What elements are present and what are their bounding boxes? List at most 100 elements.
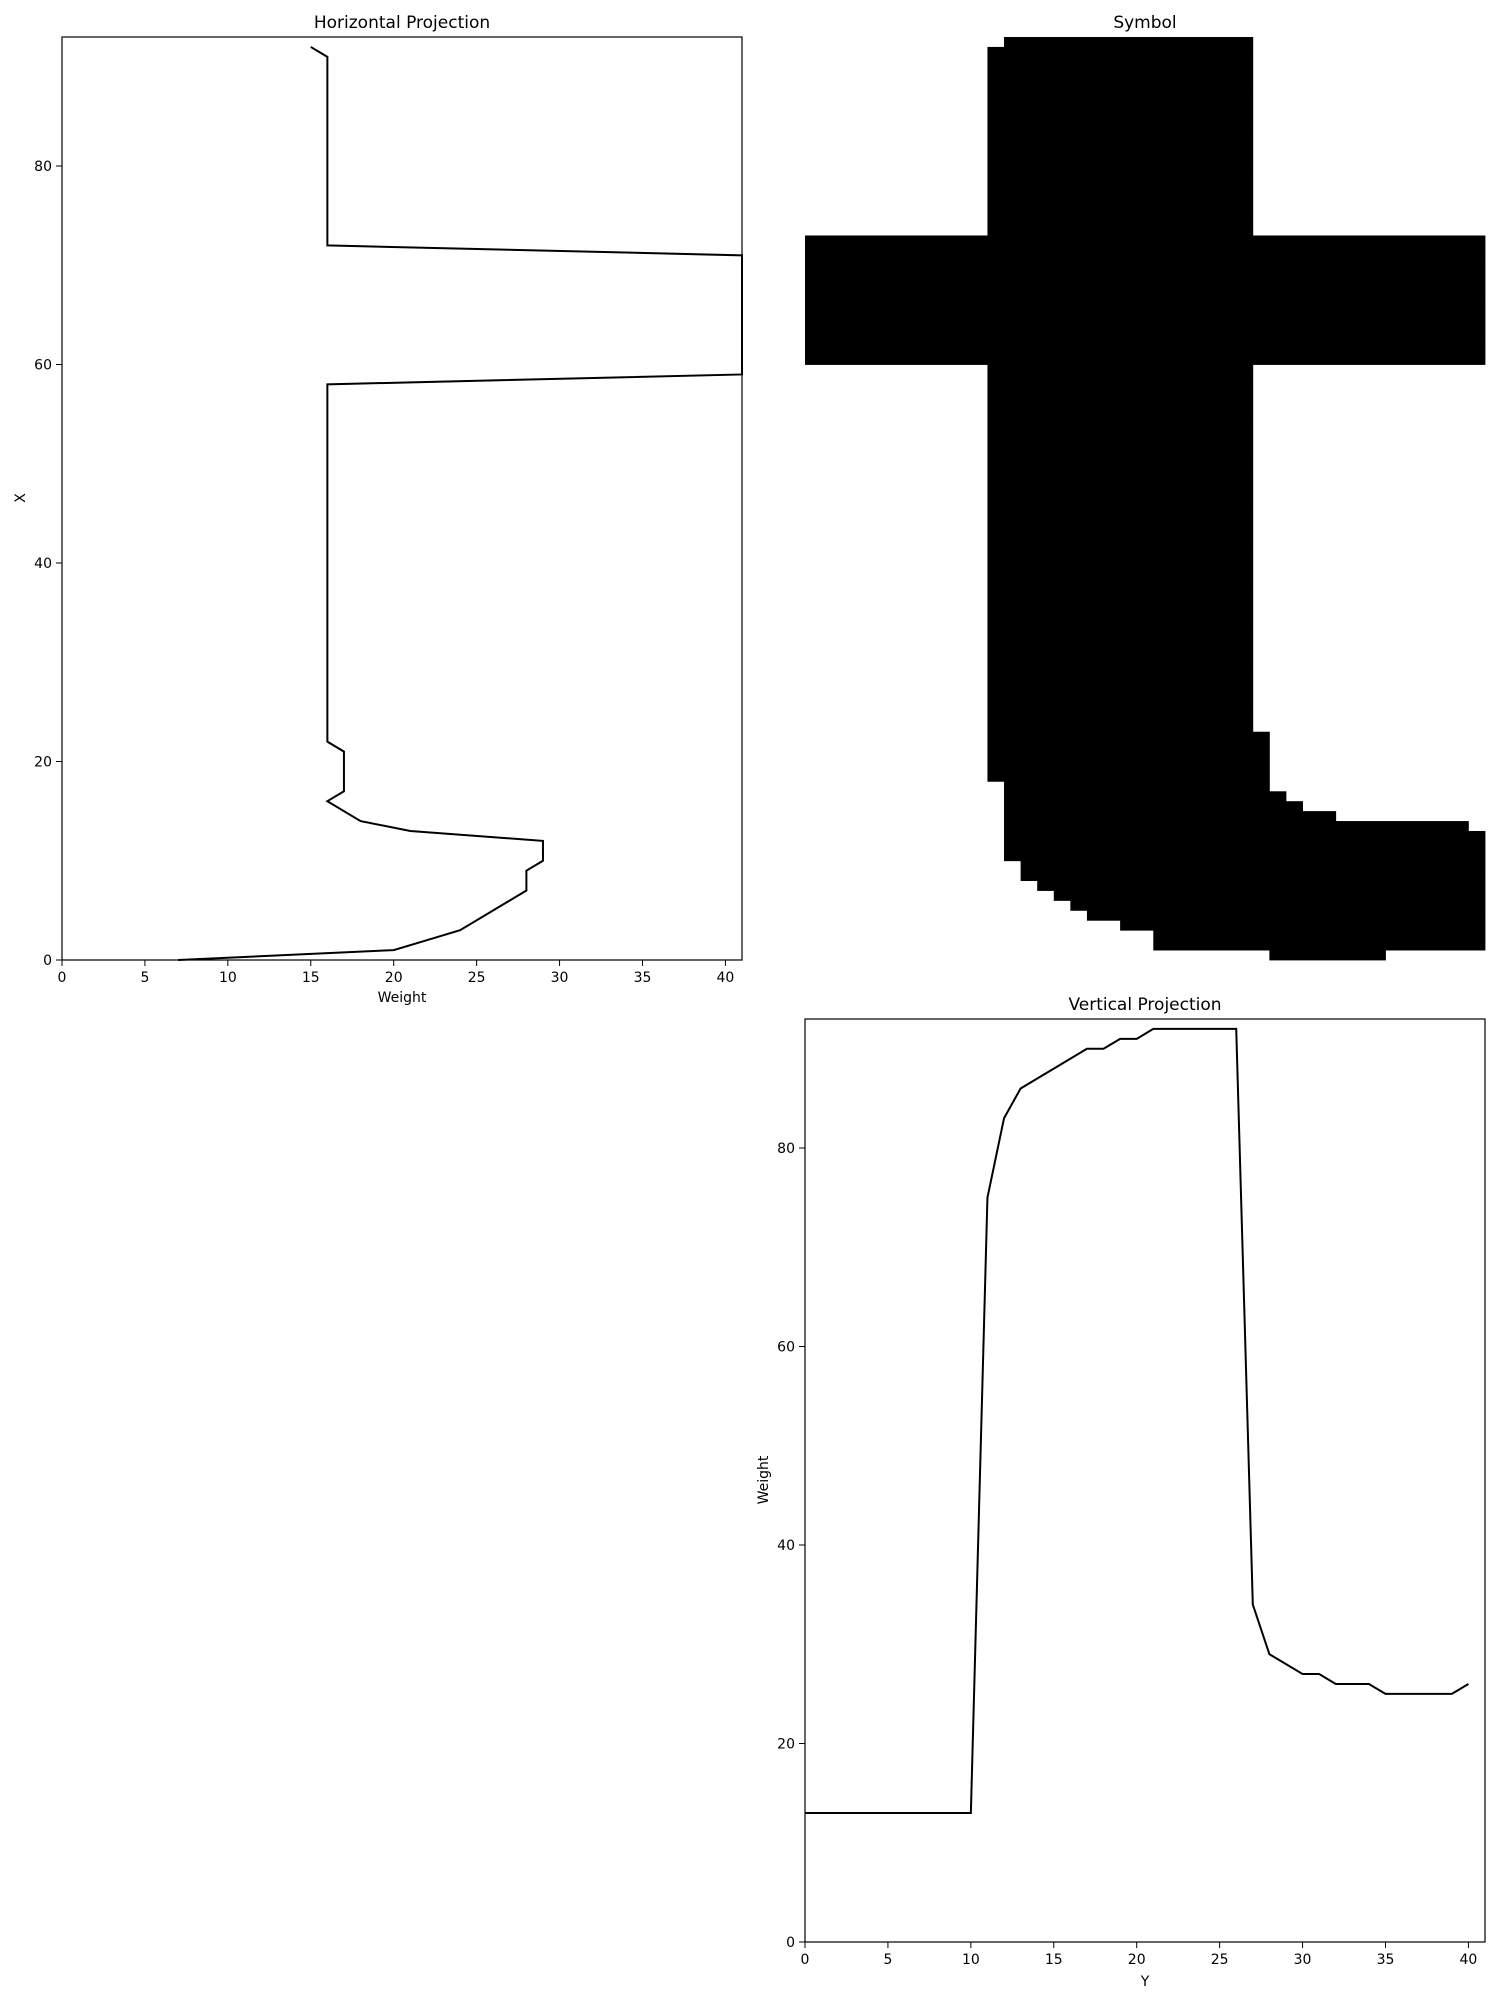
symbol-image	[805, 37, 1486, 961]
symbol-pixel-run	[987, 106, 1254, 117]
symbol-pixel-run	[987, 463, 1254, 475]
symbol-pixel-run	[987, 136, 1254, 147]
horizontal-projection-xtick-label: 40	[717, 970, 735, 986]
symbol-pixel-run	[987, 652, 1254, 663]
vertical-projection-ytick-label: 20	[777, 1737, 795, 1753]
symbol-pixel-run	[987, 56, 1254, 68]
symbol-pixel-run	[987, 721, 1254, 733]
symbol-pixel-run	[1004, 830, 1486, 842]
symbol-pixel-run	[987, 433, 1254, 445]
symbol-pixel-run	[987, 761, 1270, 772]
symbol-pixel-run	[987, 682, 1254, 693]
symbol-pixel-run	[987, 443, 1254, 455]
symbol-pixel-run	[1004, 850, 1486, 862]
symbol-pixel-run	[805, 324, 1486, 336]
symbol-pixel-run	[987, 543, 1254, 554]
symbol-pixel-run	[1004, 781, 1270, 792]
symbol-pixel-run	[987, 731, 1270, 743]
vertical-projection-ytick-label: 0	[786, 1935, 795, 1951]
symbol-pixel-run	[987, 493, 1254, 504]
vertical-projection-xtick-label: 0	[801, 1952, 810, 1968]
horizontal-projection-title: Horizontal Projection	[314, 13, 490, 33]
horizontal-projection-xtick-label: 20	[385, 970, 403, 986]
horizontal-projection-series-line	[178, 46, 743, 961]
vertical-projection-ytick-label: 40	[777, 1538, 795, 1554]
symbol-pixel-run	[987, 473, 1254, 485]
symbol-pixel-run	[805, 235, 1486, 246]
vertical-projection-xtick-label: 20	[1128, 1952, 1146, 1968]
symbol-pixel-run	[987, 414, 1254, 425]
symbol-pixel-run	[987, 66, 1254, 78]
symbol-pixel-run	[987, 553, 1254, 564]
symbol-pixel-run	[987, 156, 1254, 167]
symbol-pixel-run	[987, 582, 1254, 594]
symbol-pixel-run	[805, 334, 1486, 346]
symbol-pixel-run	[805, 314, 1486, 326]
horizontal-projection-ticks: 0 5 10 15 20 25 30 35 40 0 20 40 60 80	[34, 159, 734, 986]
vertical-projection-series-line	[805, 1027, 1469, 1814]
symbol-pixel-run	[987, 126, 1254, 137]
horizontal-projection-axes-frame	[61, 36, 743, 961]
symbol-pixel-run	[987, 374, 1254, 385]
horizontal-projection-xtick-label: 25	[468, 970, 486, 986]
symbol-pixel-run	[987, 692, 1254, 703]
symbol-pixel-run	[987, 166, 1254, 177]
symbol-pixel-run	[987, 146, 1254, 157]
horizontal-projection-ytick-label: 20	[34, 755, 52, 771]
vertical-projection-xtick-label: 25	[1211, 1952, 1229, 1968]
symbol-pixel-run	[987, 384, 1254, 395]
symbol-pixel-run	[987, 751, 1270, 762]
symbol-pixel-run	[987, 86, 1254, 97]
symbol-pixel-run	[1153, 930, 1486, 941]
symbol-pixel-run	[987, 513, 1254, 524]
symbol-pixel-run	[1020, 870, 1486, 882]
vertical-projection-axes-frame	[804, 1018, 1486, 1943]
symbol-pixel-run	[1070, 900, 1486, 911]
horizontal-projection-panel: Horizontal Projection 0 5 10 15 20 25 30 35 40 0 2…	[13, 13, 743, 1006]
symbol-pixel-run	[987, 76, 1254, 88]
symbol-pixel-run	[805, 354, 1486, 365]
symbol-pixel-run	[987, 96, 1254, 107]
symbol-pixel-run	[987, 453, 1254, 465]
symbol-pixel-run	[987, 205, 1254, 217]
symbol-pixel-run	[1020, 860, 1486, 872]
symbol-pixel-run	[987, 602, 1254, 614]
symbol-pixel-run	[1004, 37, 1254, 48]
symbol-pixel-run	[987, 711, 1254, 723]
symbol-pixel-run	[1269, 950, 1386, 961]
symbol-pixel-run	[987, 215, 1254, 226]
symbol-pixel-run	[987, 572, 1254, 584]
symbol-pixel-run	[987, 225, 1254, 236]
vertical-projection-xtick-label: 35	[1377, 1952, 1395, 1968]
vertical-projection-xtick-label: 10	[962, 1952, 980, 1968]
symbol-pixel-run	[987, 741, 1270, 752]
vertical-projection-xtick-label: 30	[1294, 1952, 1312, 1968]
symbol-pixel-run	[1053, 890, 1486, 901]
vertical-projection-xtick-label: 5	[883, 1952, 892, 1968]
horizontal-projection-ytick-label: 40	[34, 556, 52, 572]
vertical-projection-panel: Vertical Projection 0 5 10 15 20 25 30 35 40 0 20 4…	[756, 995, 1486, 1990]
vertical-projection-ylabel: Weight	[756, 1455, 772, 1504]
horizontal-projection-xtick-label: 5	[140, 970, 149, 986]
symbol-pixel-run	[987, 563, 1254, 574]
horizontal-projection-ylabel: X	[13, 493, 29, 503]
symbol-pixel-run	[1004, 801, 1303, 812]
symbol-pixel-run	[987, 175, 1254, 187]
vertical-projection-ytick-label: 80	[777, 1141, 795, 1157]
vertical-projection-xtick-label: 15	[1045, 1952, 1063, 1968]
symbol-pixel-run	[987, 612, 1254, 623]
symbol-pixel-run	[987, 404, 1254, 415]
symbol-pixel-run	[805, 255, 1486, 266]
symbol-pixel-run	[1153, 940, 1486, 951]
symbol-pixel-run	[805, 344, 1486, 355]
symbol-pixel-run	[805, 245, 1486, 256]
symbol-pixel-run	[1004, 791, 1287, 802]
horizontal-projection-ytick-label: 0	[43, 953, 52, 969]
symbol-pixel-run	[1004, 840, 1486, 852]
symbol-pixel-run	[987, 185, 1254, 197]
vertical-projection-xtick-label: 40	[1460, 1952, 1478, 1968]
symbol-pixel-run	[987, 483, 1254, 494]
symbol-panel: Symbol	[805, 13, 1486, 961]
symbol-pixel-run	[805, 265, 1486, 276]
horizontal-projection-xtick-label: 35	[634, 970, 652, 986]
